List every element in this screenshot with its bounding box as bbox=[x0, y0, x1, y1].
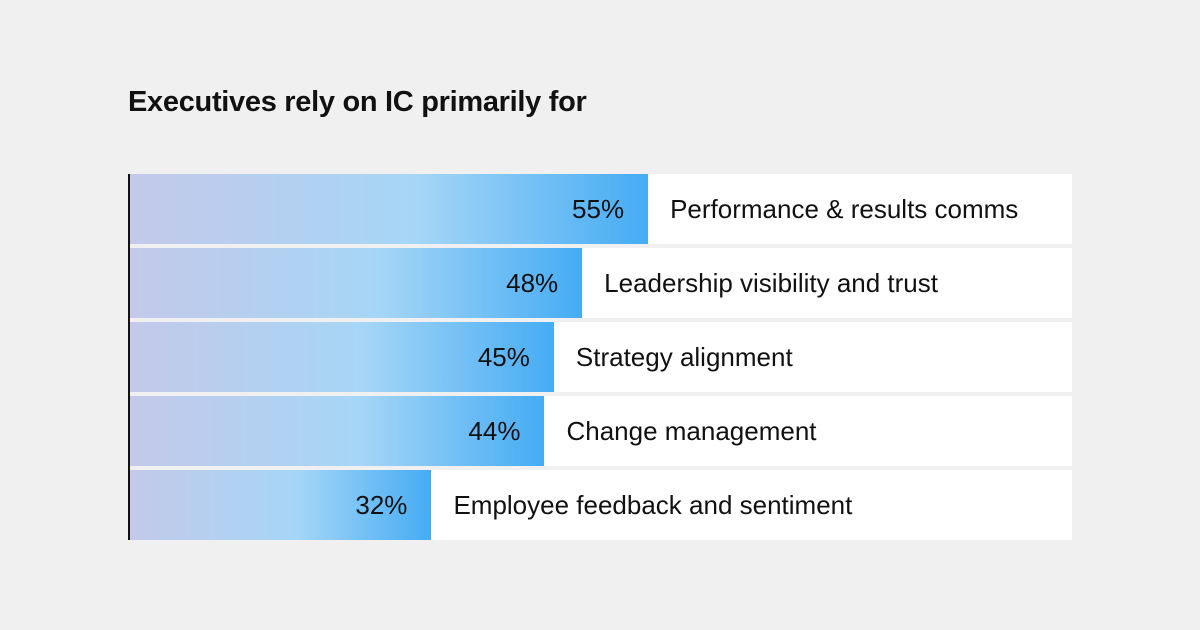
category-label: Strategy alignment bbox=[575, 342, 793, 372]
value-label: 48% bbox=[506, 268, 559, 298]
value-label: 45% bbox=[477, 342, 530, 372]
bar-chart: 55% Performance & results comms 48% Leaders… bbox=[128, 174, 1072, 540]
bar bbox=[130, 248, 583, 318]
value-label: 55% bbox=[572, 194, 625, 224]
bar bbox=[130, 322, 554, 392]
category-label: Performance & results comms bbox=[670, 194, 1019, 224]
bar bbox=[130, 470, 432, 540]
bar bbox=[130, 396, 545, 466]
bar-row: 55% Performance & results comms bbox=[128, 174, 1072, 244]
value-label: 44% bbox=[468, 416, 521, 446]
y-axis-line bbox=[128, 174, 130, 540]
category-label: Leadership visibility and trust bbox=[604, 268, 938, 298]
bar bbox=[130, 174, 649, 244]
bar-row: 48% Leadership visibility and trust bbox=[128, 248, 1072, 318]
bar-row: 32% Employee feedback and sentiment bbox=[128, 470, 1072, 540]
bar-row: 44% Change management bbox=[128, 396, 1072, 466]
value-label: 32% bbox=[355, 490, 408, 520]
bar-row: 45% Strategy alignment bbox=[128, 322, 1072, 392]
chart-title: Executives rely on IC primarily for bbox=[128, 86, 587, 118]
category-label: Employee feedback and sentiment bbox=[453, 490, 853, 520]
category-label: Change management bbox=[566, 416, 817, 446]
